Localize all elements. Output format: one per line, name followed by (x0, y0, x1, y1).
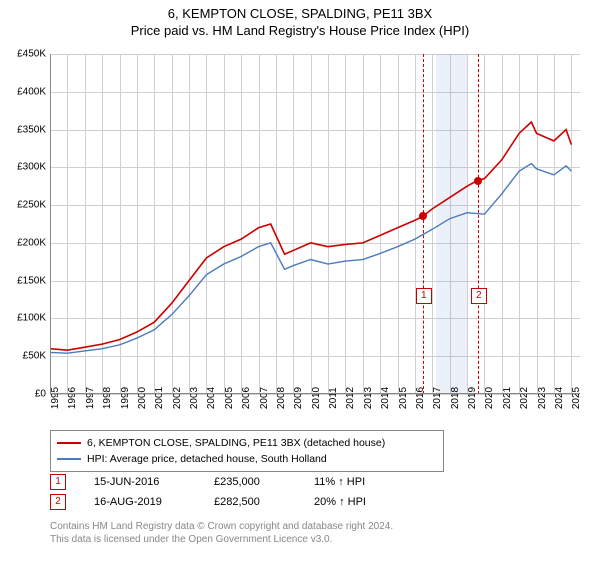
x-axis-label: 2004 (206, 387, 217, 409)
x-axis-label: 2001 (154, 387, 165, 409)
sale-row-date: 16-AUG-2019 (94, 496, 214, 508)
x-axis (50, 393, 580, 394)
sale-row-marker: 1 (50, 474, 66, 490)
chart-lines (50, 54, 580, 394)
x-axis-label: 2020 (484, 387, 495, 409)
legend-swatch (57, 442, 81, 444)
chart-subtitle: Price paid vs. HM Land Registry's House … (0, 23, 600, 38)
x-axis-label: 2024 (554, 387, 565, 409)
y-axis-label: £150K (17, 275, 46, 286)
series-line (50, 122, 571, 350)
legend-swatch (57, 458, 81, 460)
x-axis-label: 1998 (102, 387, 113, 409)
x-axis-label: 2007 (259, 387, 270, 409)
sale-marker-label: 2 (471, 288, 487, 304)
sale-marker-line (478, 54, 479, 394)
x-axis-label: 2022 (519, 387, 530, 409)
legend-item: HPI: Average price, detached house, Sout… (57, 451, 437, 467)
x-axis-label: 2003 (189, 387, 200, 409)
x-axis-label: 2025 (571, 387, 582, 409)
footer-line-2: This data is licensed under the Open Gov… (50, 533, 393, 546)
x-axis-label: 1996 (67, 387, 78, 409)
footer-line-1: Contains HM Land Registry data © Crown c… (50, 520, 393, 533)
x-axis-label: 2023 (537, 387, 548, 409)
x-axis-label: 1997 (85, 387, 96, 409)
y-axis-label: £400K (17, 86, 46, 97)
sale-row-hpi-diff: 11% ↑ HPI (314, 476, 414, 488)
x-axis-label: 1999 (120, 387, 131, 409)
x-axis-label: 2019 (467, 387, 478, 409)
x-axis-label: 2010 (311, 387, 322, 409)
y-axis-label: £450K (17, 49, 46, 60)
sale-row-price: £282,500 (214, 496, 314, 508)
legend-label: HPI: Average price, detached house, Sout… (87, 453, 327, 465)
sale-marker-label: 1 (416, 288, 432, 304)
sale-row-hpi-diff: 20% ↑ HPI (314, 496, 414, 508)
x-axis-label: 2014 (380, 387, 391, 409)
sale-row: 2 16-AUG-2019£282,50020% ↑ HPI (50, 492, 414, 512)
x-axis-label: 2011 (328, 387, 339, 409)
sale-row-date: 15-JUN-2016 (94, 476, 214, 488)
y-axis-label: £350K (17, 124, 46, 135)
x-axis-label: 2015 (398, 387, 409, 409)
y-axis (50, 54, 51, 394)
sale-row-price: £235,000 (214, 476, 314, 488)
x-axis-label: 2008 (276, 387, 287, 409)
chart-title: 6, KEMPTON CLOSE, SPALDING, PE11 3BX (0, 6, 600, 21)
x-axis-label: 2016 (415, 387, 426, 409)
sale-marker-dot (474, 177, 482, 185)
y-axis-label: £100K (17, 313, 46, 324)
x-axis-label: 2005 (224, 387, 235, 409)
x-axis-label: 2013 (363, 387, 374, 409)
legend-label: 6, KEMPTON CLOSE, SPALDING, PE11 3BX (de… (87, 437, 385, 449)
y-axis-label: £0 (35, 389, 46, 400)
x-axis-label: 2021 (502, 387, 513, 409)
sale-row-marker: 2 (50, 494, 66, 510)
x-axis-label: 2002 (172, 387, 183, 409)
x-axis-label: 2000 (137, 387, 148, 409)
sale-marker-line (423, 54, 424, 394)
x-axis-label: 2017 (432, 387, 443, 409)
legend: 6, KEMPTON CLOSE, SPALDING, PE11 3BX (de… (50, 430, 444, 472)
y-axis-label: £300K (17, 162, 46, 173)
x-axis-label: 2009 (293, 387, 304, 409)
chart-plot-area: 12 £0£50K£100K£150K£200K£250K£300K£350K£… (50, 54, 580, 394)
footer-attribution: Contains HM Land Registry data © Crown c… (50, 520, 393, 546)
x-axis-label: 2018 (450, 387, 461, 409)
x-axis-label: 1995 (50, 387, 61, 409)
y-axis-label: £200K (17, 237, 46, 248)
legend-item: 6, KEMPTON CLOSE, SPALDING, PE11 3BX (de… (57, 435, 437, 451)
x-axis-label: 2012 (345, 387, 356, 409)
sale-row: 1 15-JUN-2016£235,00011% ↑ HPI (50, 472, 414, 492)
y-axis-label: £250K (17, 200, 46, 211)
series-line (50, 164, 571, 354)
sales-table: 1 15-JUN-2016£235,00011% ↑ HPI 2 16-AUG-201… (50, 472, 414, 512)
y-axis-label: £50K (23, 351, 46, 362)
sale-marker-dot (419, 212, 427, 220)
x-axis-label: 2006 (241, 387, 252, 409)
